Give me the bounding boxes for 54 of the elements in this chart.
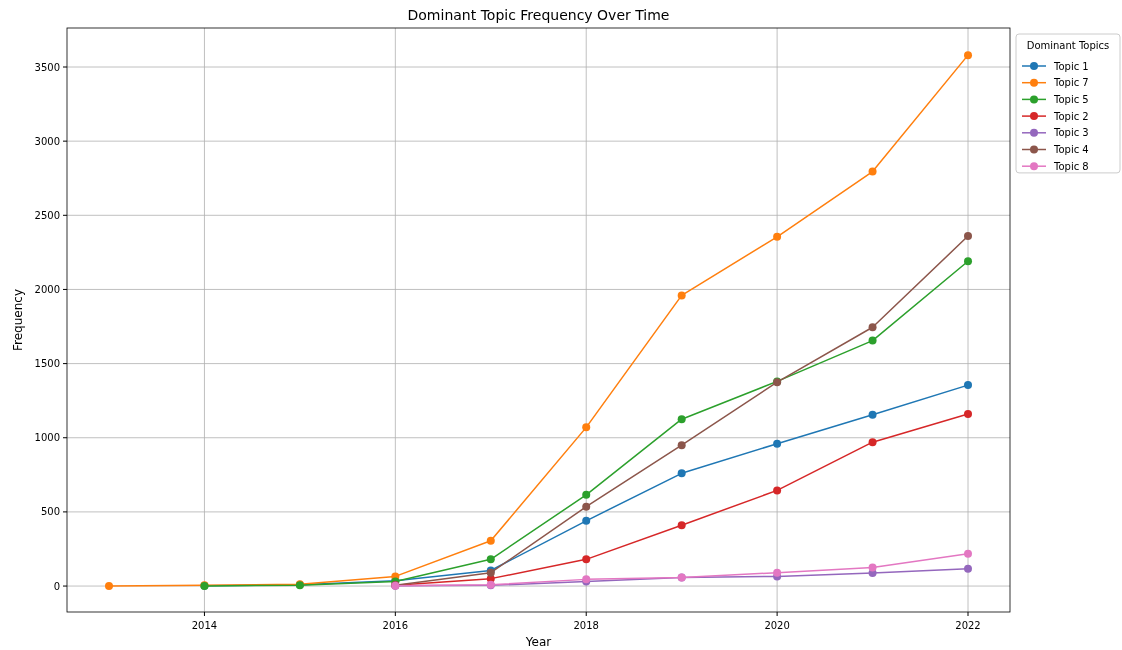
point — [964, 381, 972, 390]
y-tick-label: 1000 — [34, 432, 60, 444]
y-tick-label: 3000 — [34, 135, 60, 147]
x-tick-label: 2022 — [955, 620, 981, 631]
legend-label: Topic 3 — [1053, 127, 1089, 139]
legend-label: Topic 7 — [1053, 77, 1089, 89]
y-tick-label: 3500 — [34, 61, 60, 73]
point — [677, 291, 686, 300]
y-tick-label: 1500 — [34, 358, 60, 370]
point — [964, 410, 972, 419]
point — [868, 336, 877, 345]
point — [582, 502, 591, 511]
y-tick-label: 2000 — [34, 283, 60, 295]
point — [582, 423, 591, 432]
y-tick-label: 2500 — [34, 209, 60, 221]
point — [868, 563, 877, 572]
point — [105, 582, 113, 591]
point — [677, 469, 686, 478]
point — [868, 323, 877, 332]
legend-label: Topic 2 — [1053, 110, 1089, 122]
point — [677, 415, 686, 424]
x-tick-label: 2020 — [764, 620, 790, 631]
legend-label: Topic 1 — [1053, 60, 1089, 72]
legend-label: Topic 4 — [1053, 144, 1089, 155]
point — [773, 439, 782, 448]
point — [964, 257, 972, 266]
x-tick-label: 2014 — [191, 620, 218, 631]
point — [773, 486, 782, 495]
legend-title: Dominant Topics — [1026, 40, 1110, 51]
legend-label: Topic 8 — [1053, 160, 1089, 172]
point — [677, 521, 686, 530]
y-axis-title: Frequency — [11, 289, 25, 351]
point — [868, 167, 877, 176]
point — [964, 549, 972, 558]
point — [964, 51, 972, 60]
point — [868, 410, 877, 419]
point — [868, 438, 877, 447]
y-tick-label: 0 — [53, 580, 60, 592]
point — [964, 564, 972, 573]
point — [582, 516, 591, 525]
point — [773, 232, 782, 241]
point — [582, 490, 591, 499]
x-axis-title: Year — [524, 635, 552, 649]
x-tick-label: 2016 — [382, 620, 409, 631]
legend-label: Topic 5 — [1053, 93, 1089, 105]
point — [964, 232, 972, 241]
x-tick-label: 2018 — [573, 620, 599, 631]
y-tick-label: 500 — [40, 506, 60, 518]
point — [582, 555, 591, 564]
chart-title: Dominant Topic Frequency Over Time — [407, 7, 670, 23]
point — [486, 536, 495, 545]
point — [677, 441, 686, 450]
point — [486, 555, 495, 564]
point — [773, 568, 782, 577]
